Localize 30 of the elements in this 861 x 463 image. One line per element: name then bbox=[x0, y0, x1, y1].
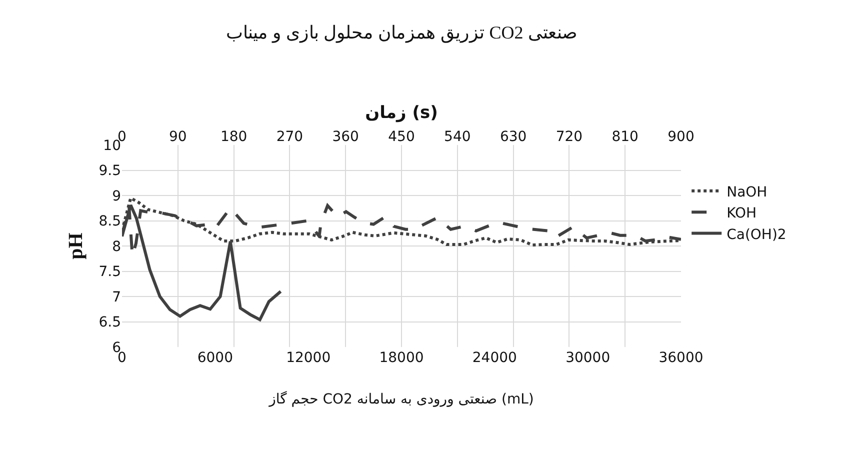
x2-tick-label: 180 bbox=[220, 129, 248, 146]
legend-label: NaOH bbox=[726, 184, 768, 200]
x2-tick-label: 270 bbox=[276, 129, 304, 146]
x-axis-title: حجم گاز CO2 صنعتی ورودی به سامانه (mL) bbox=[268, 390, 534, 408]
y-axis-title: pH bbox=[65, 232, 88, 260]
x2-tick-label: 900 bbox=[668, 129, 694, 146]
legend-label: Ca(OH)2 bbox=[726, 226, 786, 243]
x2-tick-label: 810 bbox=[612, 129, 638, 146]
y-tick-label: 7.5 bbox=[98, 264, 121, 280]
x-tick-label: 12000 bbox=[286, 350, 331, 366]
y-tick-label: 9.5 bbox=[98, 163, 121, 180]
x2-tick-label: 630 bbox=[500, 129, 527, 146]
x-tick-label: 36000 bbox=[658, 350, 704, 366]
x-tick-label: 24000 bbox=[472, 350, 517, 366]
x2-axis-title: زمان (s) bbox=[365, 102, 438, 123]
y-tick-label: 8.5 bbox=[98, 214, 121, 230]
x-tick-label: 30000 bbox=[566, 350, 610, 366]
legend-label: KOH bbox=[726, 206, 757, 222]
x-tick-label: 6000 bbox=[197, 350, 233, 366]
x-tick-label: 18000 bbox=[379, 350, 424, 366]
x2-tick-label: 360 bbox=[332, 129, 359, 146]
x2-tick-label: 90 bbox=[168, 129, 187, 146]
x2-tick-label: 450 bbox=[388, 129, 415, 146]
x2-tick-label: 540 bbox=[444, 129, 471, 146]
y-tick-label: 8 bbox=[112, 238, 121, 255]
x2-tick-label: 720 bbox=[556, 129, 583, 146]
y-tick-label: 9 bbox=[112, 188, 121, 204]
y-tick-label: 7 bbox=[112, 289, 121, 306]
chart-title: تزریق همزمان محلول بازی و میناب CO2 صنعتی bbox=[226, 22, 577, 44]
y-tick-label: 6.5 bbox=[98, 314, 121, 331]
